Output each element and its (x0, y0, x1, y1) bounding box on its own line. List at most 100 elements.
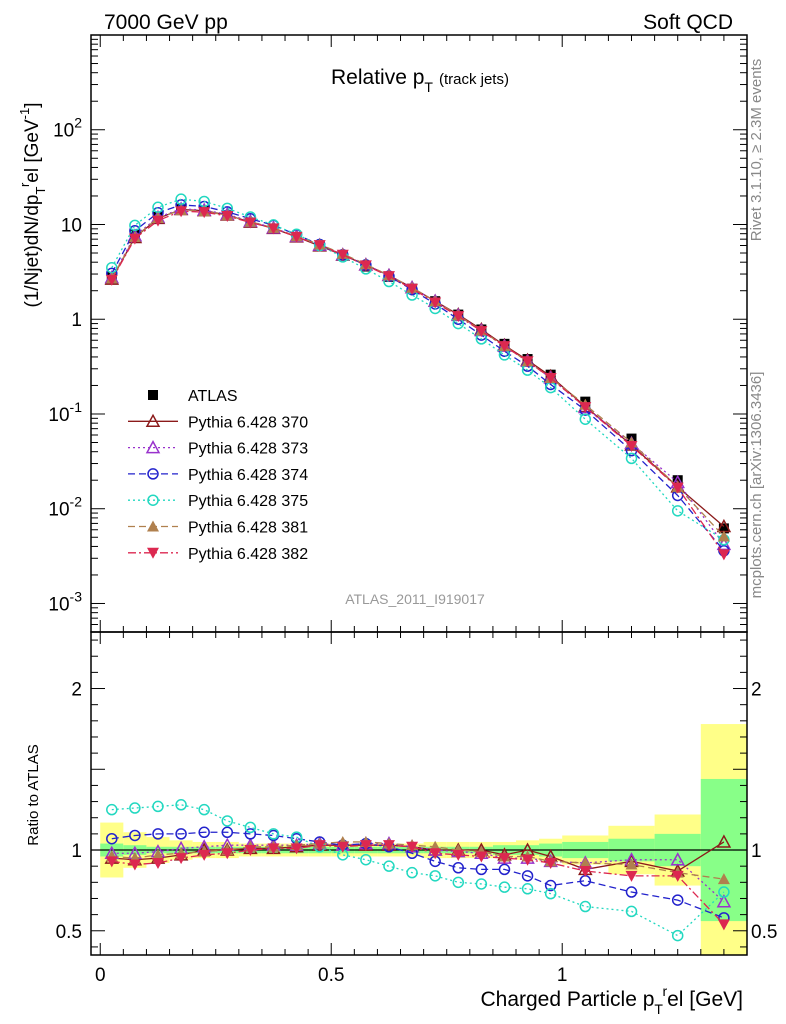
plot-title-note: (track jets) (439, 71, 509, 88)
ratio-point-374 (671, 894, 684, 906)
ratio-point-381 (579, 856, 592, 868)
main-point-375 (671, 505, 684, 517)
main-point-ATLAS (718, 523, 729, 534)
main-point-382 (198, 207, 211, 219)
ratio-point-374 (625, 886, 638, 898)
header-left: 7000 GeV pp (104, 11, 228, 34)
main-point-382 (359, 260, 372, 272)
main-point-382 (175, 206, 188, 218)
watermark: ATLAS_2011_I919017 (345, 591, 485, 607)
ratio-point-382 (359, 840, 372, 852)
main-line-382 (111, 210, 725, 555)
ratio-point-374 (498, 863, 511, 876)
ratio-point-375 (221, 815, 234, 827)
x-tick-label: 1 (557, 965, 568, 986)
main-point-382 (221, 210, 234, 222)
ratio-point-375 (152, 800, 164, 813)
legend-item-374: Pythia 6.428 374 (128, 467, 308, 484)
ratio-point-375 (475, 878, 488, 890)
main-y-tick-label: 10-3 (48, 588, 82, 615)
ratio-point-375 (129, 802, 141, 814)
ratio-point-375 (671, 929, 684, 942)
ratio-point-382 (290, 843, 303, 855)
legend-marker (147, 520, 159, 532)
main-point-382 (521, 356, 534, 368)
ratio-series-382 (105, 840, 730, 931)
ratio-point-374 (129, 829, 141, 842)
legend-item-ATLAS: ATLAS (148, 388, 238, 405)
main-point-382 (151, 215, 164, 227)
ratio-y-tick-label-right: 2 (751, 680, 762, 701)
ratio-xlabel-sub: T (654, 1001, 663, 1017)
legend-marker (147, 494, 159, 506)
ratio-y-tick-label: 1 (71, 841, 82, 862)
main-series-382 (105, 206, 730, 561)
ratio-point-381 (151, 848, 164, 860)
ratio-point-381 (717, 873, 730, 885)
legend-item-382: Pythia 6.428 382 (128, 546, 308, 563)
ratio-point-375 (244, 821, 257, 834)
ratio-point-382 (521, 854, 534, 866)
ratio-point-382 (475, 851, 488, 863)
plot-title-sub: T (424, 79, 433, 95)
main-point-381 (717, 530, 730, 542)
plot-title: Relative pT (track jets) (331, 66, 509, 95)
main-point-382 (429, 297, 442, 309)
ratio-point-375 (625, 905, 638, 918)
ratio-xlabel-text: Charged Particle p (480, 988, 654, 1011)
legend-label: ATLAS (188, 388, 238, 405)
main-point-375 (579, 413, 592, 425)
mcplots-label: mcplots.cern.ch [arXiv:1306.3436] (748, 372, 765, 599)
main-y-tick-label: 1 (71, 310, 82, 331)
ratio-y-tick-label-right: 0.5 (751, 922, 777, 943)
ratio-point-382 (244, 845, 257, 857)
main-line-381 (111, 209, 725, 537)
ratio-point-382 (267, 843, 280, 855)
main-ylabel-sub: T (33, 187, 48, 195)
legend-item-375: Pythia 6.428 375 (128, 493, 308, 510)
legend-marker (147, 547, 159, 559)
main-point-382 (382, 271, 395, 283)
main-point-382 (290, 231, 303, 243)
ratio-point-382 (128, 859, 141, 871)
legend-label: Pythia 6.428 373 (188, 441, 308, 458)
main-point-375 (625, 452, 638, 465)
ratio-point-374 (244, 828, 257, 840)
main-y-tick-label: 10-2 (48, 494, 82, 521)
ratio-point-375 (544, 887, 557, 900)
ratio-point-382 (382, 840, 395, 852)
ratio-point-375 (452, 876, 465, 889)
main-point-382 (717, 549, 730, 561)
main-ylabel-tail: el [GeV (22, 119, 43, 183)
ratio-point-375 (521, 883, 534, 895)
rivet-label: Rivet 3.1.10, ≥ 2.3M events (748, 59, 765, 242)
ratio-point-382 (151, 857, 164, 869)
ratio-point-375 (175, 799, 187, 811)
main-point-382 (452, 311, 465, 323)
main-y-tick-label: 102 (53, 115, 82, 142)
ratio-point-375 (383, 860, 395, 872)
frames: 0 0.5 1 10-3 10-2 10-1 1 10 102 0.5 0.5 1 1 2 2 (48, 34, 777, 986)
ratio-point-375 (360, 853, 372, 866)
legend-label: Pythia 6.428 374 (188, 467, 308, 484)
ratio-xlabel-tail: el [GeV] (667, 988, 743, 1011)
ratio-point-374 (452, 862, 465, 874)
ratio-point-382 (429, 848, 442, 860)
ratio-y-tick-label-right: 1 (751, 841, 762, 862)
x-tick-label: 0 (95, 965, 106, 986)
ratio-point-375 (429, 870, 441, 882)
ratio-y-tick-label: 2 (71, 680, 82, 701)
main-point-382 (625, 440, 638, 452)
ratio-line-375 (111, 804, 725, 937)
ratio-point-382 (105, 856, 118, 868)
ratio-point-382 (336, 841, 349, 853)
main-ylabel-unit-sup: -1 (17, 108, 32, 120)
main-series-ATLAS (106, 204, 729, 534)
ratio-xlabel-sup: r (662, 983, 667, 999)
legend-marker (145, 440, 161, 454)
ratio-point-375 (498, 881, 511, 893)
ratio-point-374 (198, 826, 210, 839)
ratio-point-375 (579, 900, 592, 913)
ratio-line-382 (111, 844, 725, 925)
